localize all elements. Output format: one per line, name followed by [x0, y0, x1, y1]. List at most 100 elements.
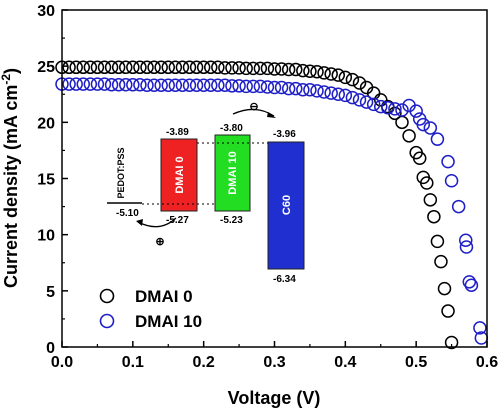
data-point-dmai-0	[175, 60, 190, 75]
data-point-dmai-0	[267, 62, 282, 76]
data-point-dmai-10	[62, 77, 76, 91]
dmai-10-band-label: DMAI 10	[227, 151, 239, 194]
data-point-dmai-10	[331, 87, 345, 101]
electron-symbol: ⊖	[249, 101, 258, 113]
data-point-dmai-0	[147, 60, 161, 75]
hole-symbol: ⊕	[155, 236, 164, 248]
data-point-dmai-0	[430, 234, 445, 249]
data-point-dmai-0	[111, 60, 126, 75]
x-tick-label: 0.2	[193, 354, 215, 371]
data-point-dmai-0	[444, 335, 459, 350]
x-tick-label: 0.6	[476, 354, 498, 371]
data-point-dmai-10	[140, 78, 154, 93]
data-point-dmai-10	[154, 78, 168, 93]
legend: DMAI 0 DMAI 10	[99, 287, 202, 331]
data-point-dmai-10	[388, 102, 402, 116]
energy-level-inset: PEDOT:PSS -5.10 DMAI 0 -3.89 -5.27 DMAI …	[107, 101, 305, 285]
y-axis-title-close: )	[1, 68, 21, 74]
data-point-dmai-10	[303, 83, 317, 97]
data-point-dmai-10	[76, 77, 90, 91]
data-point-dmai-10	[374, 99, 388, 114]
data-point-dmai-10	[267, 80, 282, 95]
y-tick-label: 30	[37, 3, 55, 20]
legend-marker-dmai-0	[99, 288, 115, 304]
data-point-dmai-0	[352, 76, 367, 90]
data-point-dmai-0	[97, 60, 112, 75]
y-axis-title: Current density (mA cm-2)	[0, 68, 21, 288]
data-point-dmai-0	[331, 68, 345, 82]
data-point-dmai-0	[168, 60, 183, 75]
data-point-dmai-10	[310, 84, 324, 98]
data-point-dmai-10	[69, 77, 83, 91]
data-point-dmai-10	[441, 154, 455, 169]
x-tick-label: 0.5	[405, 354, 427, 371]
data-point-dmai-0	[374, 93, 388, 107]
data-point-dmai-10	[473, 321, 487, 335]
ticks-layer: 0.0 0.1 0.2 0.3 0.4 0.5 0.6 0 5 10 15 20 25 30	[37, 3, 498, 371]
c60-band	[267, 141, 305, 270]
data-point-dmai-0	[196, 60, 211, 75]
data-point-dmai-0	[232, 61, 246, 75]
data-point-dmai-10	[119, 77, 133, 92]
data-point-dmai-0	[69, 60, 83, 75]
c60-bottom-value: -6.34	[273, 274, 296, 285]
y-tick-label: 20	[37, 115, 55, 132]
data-point-dmai-0	[239, 61, 253, 76]
data-point-dmai-10	[239, 79, 253, 94]
data-point-dmai-0	[140, 60, 154, 75]
data-point-dmai-0	[423, 193, 438, 207]
pedot-label: PEDOT:PSS	[116, 147, 126, 198]
data-point-dmai-0	[412, 151, 427, 166]
data-point-dmai-10	[430, 132, 445, 146]
data-point-dmai-0	[119, 60, 133, 75]
data-point-dmai-0	[90, 60, 105, 75]
data-point-dmai-10	[352, 93, 367, 107]
data-point-dmai-0	[338, 70, 353, 85]
series-layer	[55, 60, 489, 350]
dmai-0-top-value: -3.89	[166, 127, 189, 138]
data-point-dmai-0	[324, 67, 338, 81]
data-point-dmai-0	[182, 60, 197, 75]
data-point-dmai-0	[345, 72, 360, 87]
data-point-dmai-10	[196, 78, 211, 93]
data-point-dmai-0	[289, 62, 303, 77]
data-point-dmai-10	[111, 77, 126, 92]
legend-label-dmai-10: DMAI 10	[135, 312, 202, 331]
dmai-10-top-value: -3.80	[220, 123, 243, 134]
data-point-dmai-10	[451, 199, 466, 214]
data-point-dmai-0	[189, 60, 204, 75]
data-point-dmai-10	[126, 77, 140, 92]
data-point-dmai-0	[310, 65, 324, 79]
data-point-dmai-10	[161, 78, 175, 93]
data-point-dmai-0	[303, 64, 317, 78]
x-tick-label: 0.0	[51, 354, 73, 371]
data-point-dmai-10	[296, 83, 310, 97]
data-point-dmai-0	[281, 62, 296, 77]
data-point-dmai-10	[338, 88, 353, 103]
data-point-dmai-0	[211, 60, 225, 75]
data-point-dmai-10	[459, 240, 474, 254]
data-point-dmai-10	[345, 90, 360, 105]
data-point-dmai-10	[147, 78, 161, 93]
data-point-dmai-10	[366, 97, 381, 112]
data-point-dmai-10	[260, 80, 275, 94]
x-tick-label: 0.1	[122, 354, 144, 371]
data-point-dmai-10	[381, 100, 395, 115]
y-tick-label: 15	[37, 172, 55, 189]
data-point-dmai-10	[83, 77, 98, 91]
data-point-dmai-0	[260, 61, 275, 76]
y-tick-label: 5	[46, 284, 55, 301]
data-point-dmai-10	[104, 77, 119, 92]
dmai-10-band	[214, 134, 251, 212]
y-tick-label: 25	[37, 59, 55, 76]
data-point-dmai-0	[420, 176, 434, 190]
data-point-dmai-0	[154, 60, 168, 75]
pedot-level-value: -5.10	[116, 208, 139, 219]
data-point-dmai-10	[246, 79, 260, 94]
data-point-dmai-10	[462, 275, 477, 289]
data-point-dmai-0	[225, 61, 239, 75]
dmai-10-bottom-value: -5.23	[220, 215, 243, 226]
data-point-dmai-10	[211, 78, 225, 93]
data-point-dmai-10	[90, 77, 105, 91]
data-point-dmai-10	[253, 79, 268, 94]
